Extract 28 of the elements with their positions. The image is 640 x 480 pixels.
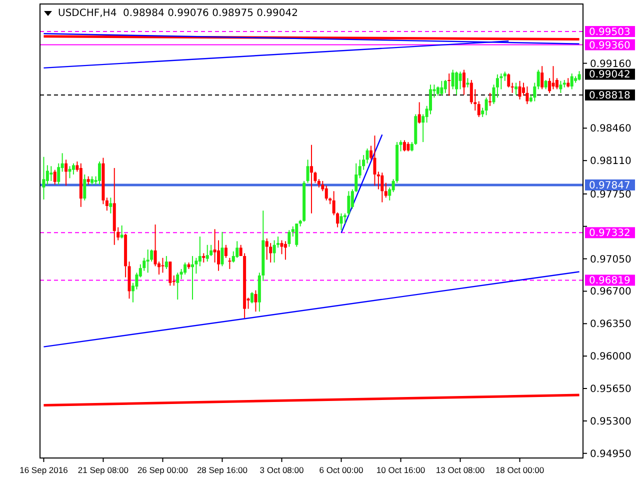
ref-line-label: 0.98818 — [589, 90, 630, 102]
y-tick-label: 0.94950 — [590, 448, 632, 460]
y-tick-label: 0.96000 — [590, 352, 632, 363]
y-tick-label: 0.95300 — [590, 416, 632, 428]
x-tick-label: 10 Oct 16:00 — [376, 465, 426, 475]
x-tick-label: 21 Sep 08:00 — [78, 465, 129, 475]
y-tick-label: 0.96700 — [590, 286, 632, 298]
y-tick-label: 0.99160 — [590, 58, 632, 70]
x-tick-label: 13 Oct 08:00 — [436, 465, 485, 475]
x-tick-label: 26 Sep 00:00 — [137, 465, 188, 475]
chart-title: USDCHF,H4 0.98984 0.99076 0.98975 0.99042 — [58, 8, 298, 19]
x-tick-label: 6 Oct 00:00 — [319, 465, 364, 475]
ref-line-label: 0.99360 — [589, 40, 630, 52]
ref-line-label: 0.97332 — [589, 228, 630, 240]
ref-line-label: 0.99503 — [589, 27, 630, 38]
x-tick-label: 28 Sep 16:00 — [196, 465, 248, 475]
ref-line-label: 0.96819 — [589, 276, 630, 287]
text: 0.99042 — [589, 70, 630, 81]
y-tick-label: 0.98110 — [590, 156, 632, 168]
x-tick-label: 3 Oct 08:00 — [260, 465, 304, 475]
y-tick-label: 0.97750 — [590, 189, 632, 200]
y-tick-label: 0.96350 — [590, 319, 632, 330]
y-tick-label: 0.97050 — [590, 254, 632, 266]
x-tick-label: 16 Sep 2016 — [20, 465, 68, 475]
x-tick-label: 18 Oct 00:00 — [495, 465, 544, 475]
ref-line-label: 0.97847 — [589, 180, 630, 192]
y-tick-label: 0.95650 — [590, 384, 632, 396]
y-tick-label: 0.98460 — [590, 124, 632, 135]
